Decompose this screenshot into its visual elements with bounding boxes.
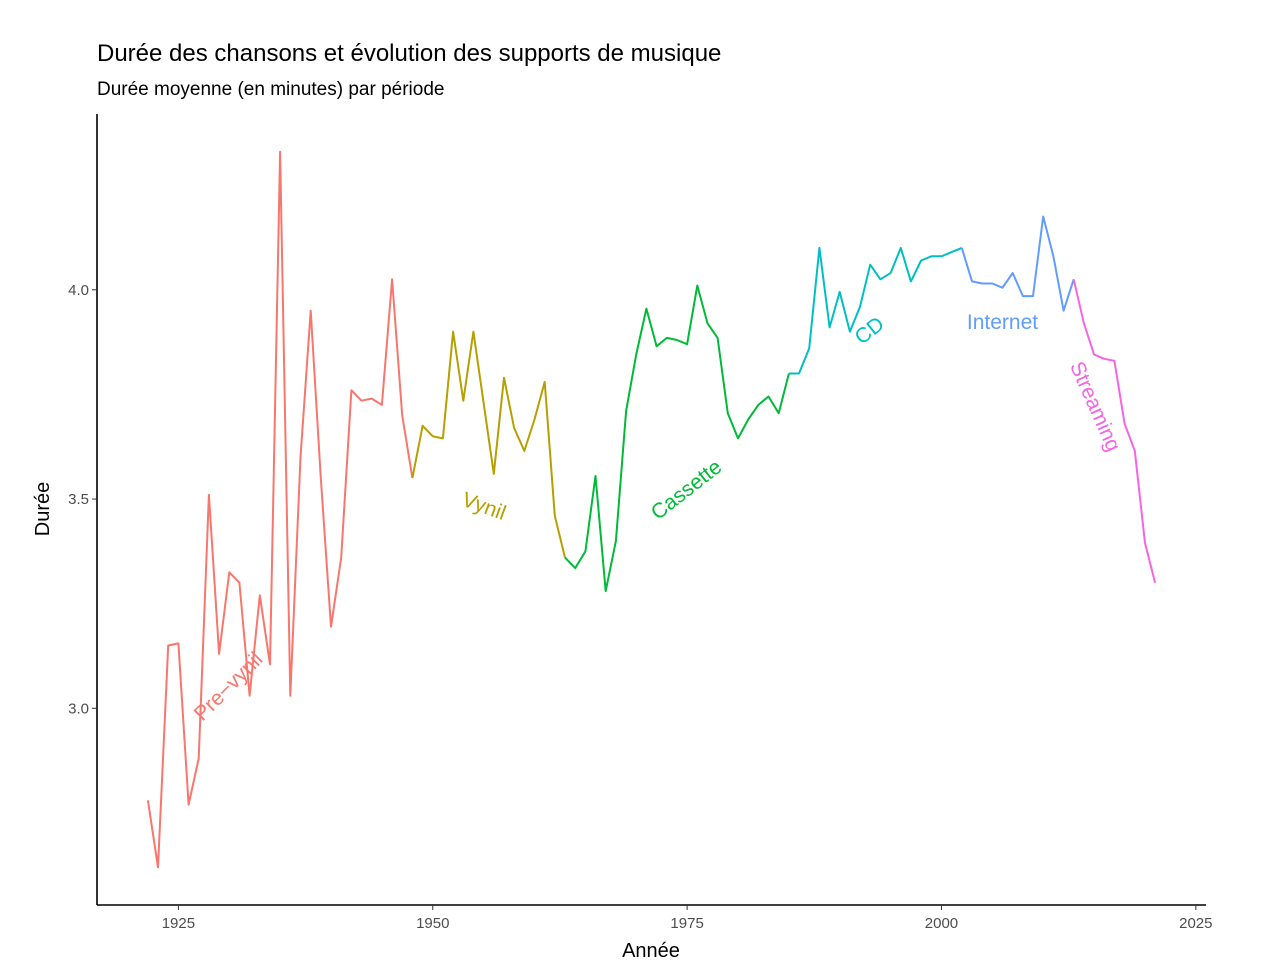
- x-tick-label: 2025: [1179, 915, 1212, 932]
- y-tick-label: 4.0: [68, 282, 89, 299]
- y-tick-label: 3.5: [68, 491, 89, 508]
- y-ticks: 3.0 3.5 4.0: [68, 282, 97, 717]
- x-ticks: 1925 1950 1975 2000 2025: [162, 905, 1213, 932]
- x-tick-label: 1975: [670, 915, 703, 932]
- chart-subtitle: Durée moyenne (en minutes) par période: [97, 79, 444, 100]
- series-line-2: [564, 284, 790, 593]
- x-tick-label: 2000: [925, 915, 958, 932]
- x-tick-label: 1925: [162, 915, 195, 932]
- series-line-0: [146, 150, 414, 869]
- y-axis-title: Durée: [32, 482, 54, 536]
- series-label-2: Cassette: [647, 455, 726, 524]
- series-line-1: [411, 330, 566, 558]
- chart-title: Durée des chansons et évolution des supp…: [97, 40, 721, 67]
- series-line-4: [960, 215, 1075, 312]
- y-tick-label: 3.0: [68, 700, 89, 717]
- series-lines: [146, 150, 1157, 869]
- x-axis-title: Année: [622, 940, 680, 962]
- series-label-4: Internet: [967, 311, 1038, 334]
- series-line-5: [1072, 279, 1157, 583]
- series-line-3: [788, 246, 963, 375]
- x-tick-label: 1950: [416, 915, 449, 932]
- series-label-1: Vynil: [459, 488, 509, 525]
